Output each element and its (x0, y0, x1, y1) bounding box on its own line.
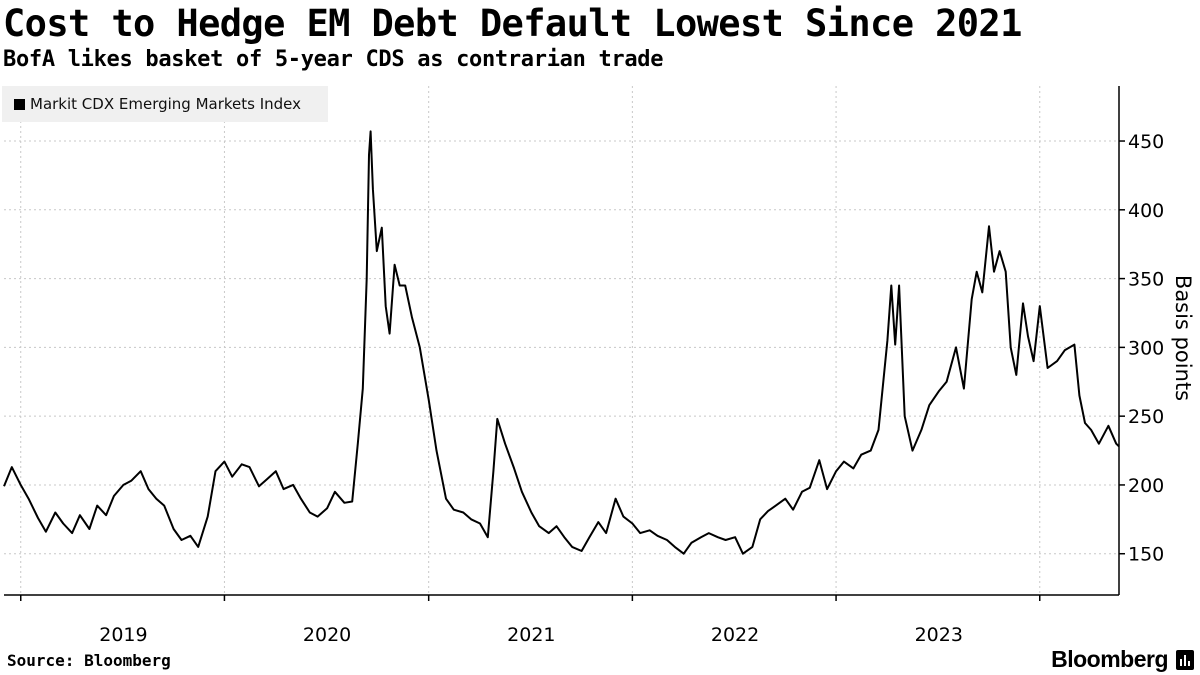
x-tick-label: 2021 (507, 624, 555, 646)
x-tick-label: 2023 (915, 624, 963, 646)
y-tick-label: 250 (1128, 406, 1164, 428)
x-tick-label: 2020 (303, 624, 351, 646)
bloomberg-bar-icon (1176, 650, 1194, 670)
x-tick-label: 2019 (99, 624, 147, 646)
y-tick-label: 400 (1128, 200, 1164, 222)
chart-title: Cost to Hedge EM Debt Default Lowest Sin… (3, 2, 1022, 45)
x-tick-label: 2022 (711, 624, 759, 646)
y-tick-label: 350 (1128, 269, 1164, 291)
y-gridlines (4, 140, 1119, 555)
y-axis-label: Basis points (1171, 275, 1195, 401)
y-tick-label: 150 (1128, 544, 1164, 566)
x-axis-ticks: 2019 2020 2021 2022 2023 (19, 595, 1041, 646)
y-tick-label: 200 (1128, 475, 1164, 497)
bloomberg-logo: Bloomberg (1051, 646, 1168, 672)
series-line-cdx-em (3, 130, 1120, 555)
y-tick-label: 300 (1128, 337, 1164, 359)
legend: Markit CDX Emerging Markets Index (2, 86, 328, 122)
legend-label: Markit CDX Emerging Markets Index (30, 95, 302, 113)
y-axis-ticks: 150 200 250 300 350 400 450 (1119, 131, 1164, 566)
chart-subtitle: BofA likes basket of 5-year CDS as contr… (3, 47, 664, 72)
source-note: Source: Bloomberg (7, 651, 171, 670)
legend-swatch (14, 98, 25, 110)
y-tick-label: 450 (1128, 131, 1164, 153)
